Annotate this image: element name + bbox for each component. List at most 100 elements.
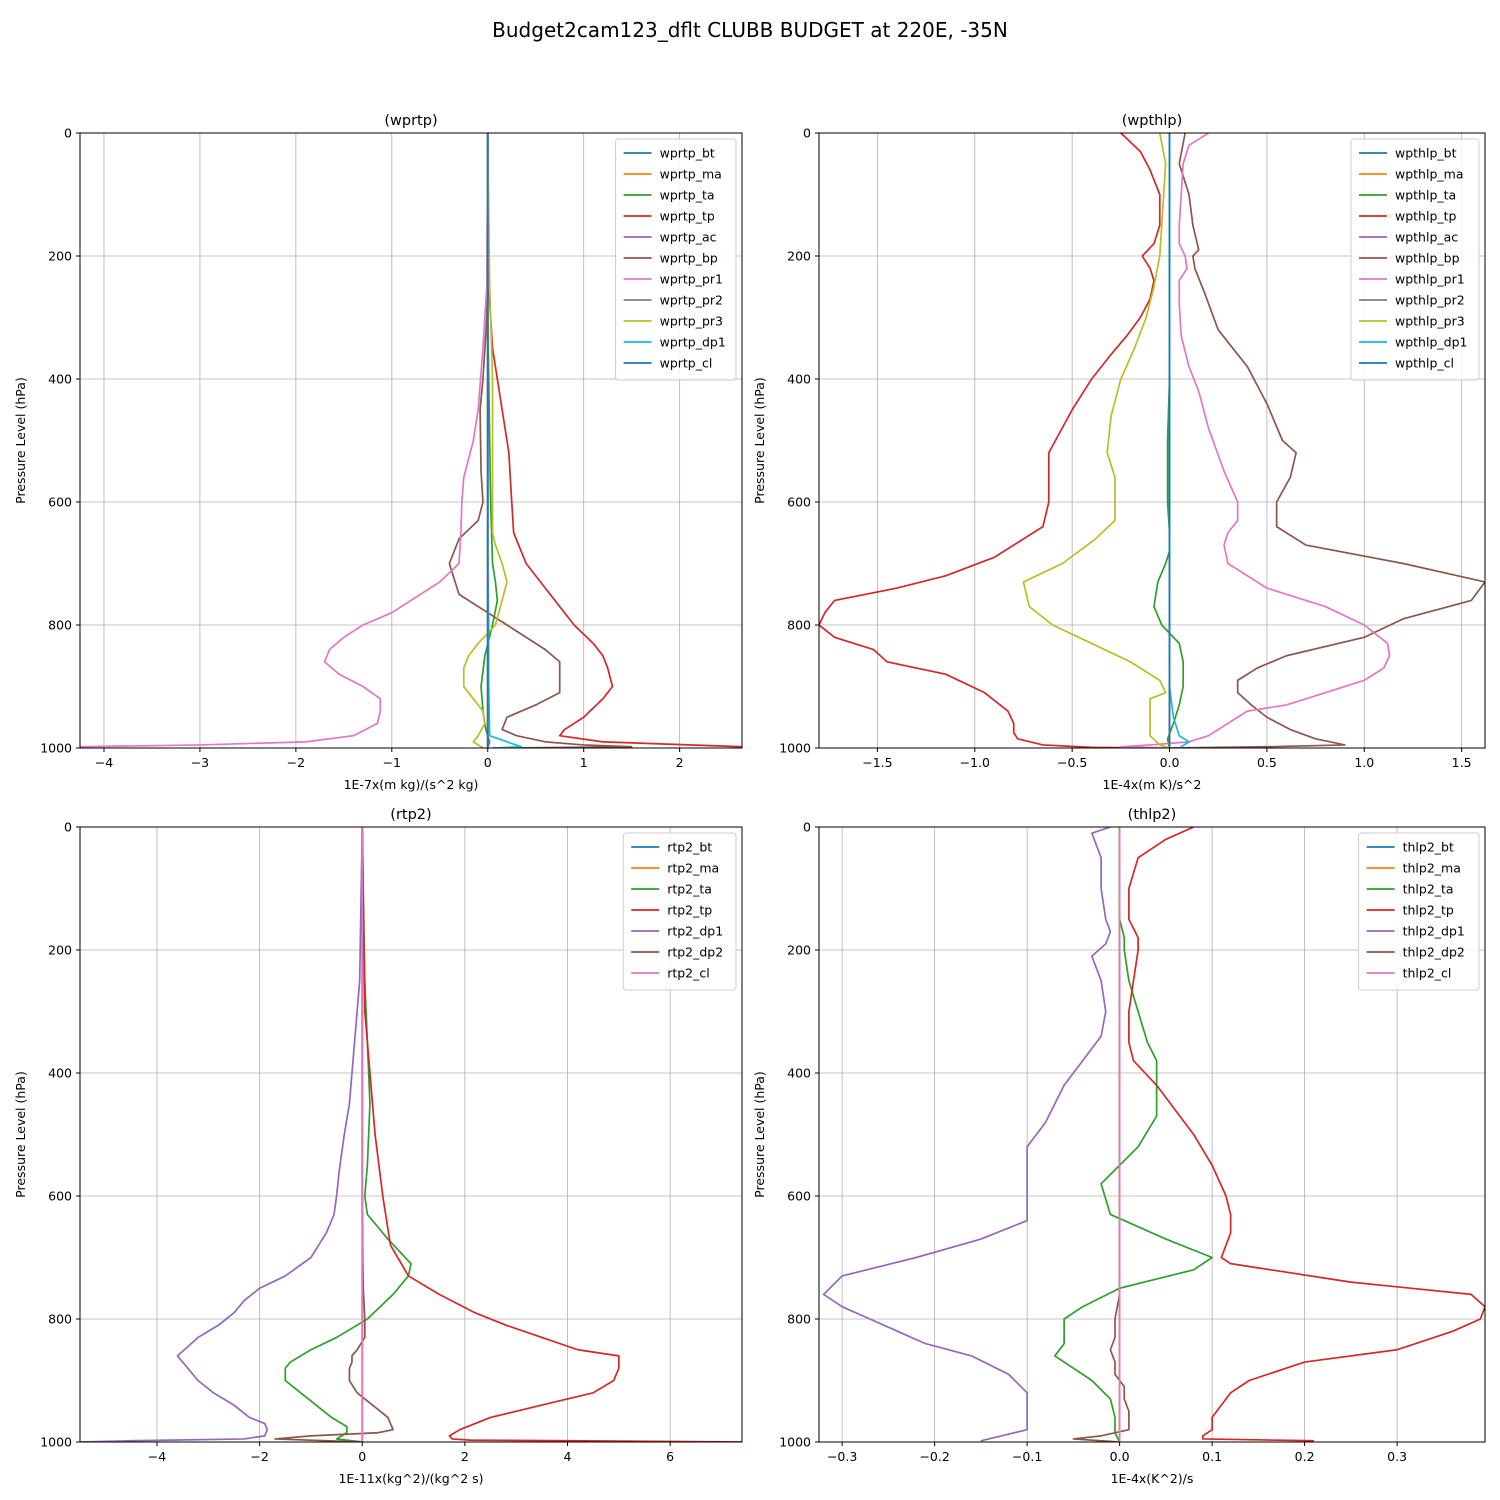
y-tick-label: 200: [787, 249, 811, 264]
series-group: [822, 827, 1485, 1442]
series-line-wprtp_pr3: [462, 133, 508, 748]
x-tick-label: 4: [564, 1449, 572, 1464]
series-line-rtp2_ta: [284, 827, 412, 1442]
legend-label: wpthlp_ac: [1395, 230, 1458, 245]
x-tick-label: 1.5: [1452, 755, 1472, 770]
legend-label: wpthlp_dp1: [1395, 335, 1467, 350]
y-axis-label: Pressure Level (hPa): [752, 377, 767, 504]
x-tick-label: 2: [461, 1449, 469, 1464]
x-tick-label: −0.2: [919, 1449, 949, 1464]
series-line-wpthlp_pr3: [1022, 133, 1170, 748]
x-tick-label: −2: [250, 1449, 268, 1464]
series-line-thlp2_dp1: [822, 827, 1112, 1442]
legend-label: wprtp_ac: [660, 230, 717, 245]
legend-label: wprtp_bp: [660, 251, 718, 266]
x-tick-label: 0.5: [1257, 755, 1277, 770]
legend-label: rtp2_ma: [667, 861, 719, 876]
x-tick-label: −1.0: [960, 755, 990, 770]
legend: wpthlp_bt wpthlp_ma wpthlp_ta wpthlp_tpwpth…: [1350, 138, 1480, 381]
x-tick-label: 1.0: [1354, 755, 1374, 770]
y-tick-label: 800: [787, 618, 811, 633]
legend-label: wprtp_tp: [660, 209, 715, 224]
axes-frame: [818, 826, 1486, 1443]
subplot-title: (thlp2): [1128, 807, 1177, 823]
series-line-thlp2_tp: [1128, 827, 1485, 1442]
y-tick-label: 800: [48, 618, 72, 633]
y-tick-label: 600: [787, 1189, 811, 1204]
x-tick-label: 0.1: [1202, 1449, 1222, 1464]
series-line-wpthlp_pr1: [1119, 133, 1391, 748]
x-tick-label: −0.1: [1012, 1449, 1042, 1464]
legend-label: thlp2_cl: [1403, 966, 1452, 981]
y-tick-label: 800: [48, 1312, 72, 1327]
legend-label: thlp2_ta: [1403, 882, 1454, 897]
legend: rtp2_bt rtp2_ma rtp2_ta rtp2_tp rtp2_dp1 rtp2…: [622, 832, 737, 991]
y-tick-label: 400: [787, 372, 811, 387]
series-line-rtp2_dp2: [274, 827, 394, 1442]
subplot-3: −4 −2 0 2 4 6 0 200 400 600 800 1000 (rtp2) 1E-11x(kg…: [13, 807, 743, 1486]
y-tick-label: 1000: [779, 1435, 811, 1450]
y-tick-label: 400: [48, 1066, 72, 1081]
legend-label: wpthlp_pr2: [1395, 293, 1465, 308]
y-tick-label: 200: [48, 943, 72, 958]
y-axis-label: Pressure Level (hPa): [752, 1071, 767, 1198]
axes-frame: [79, 826, 743, 1443]
legend-label: thlp2_ma: [1403, 861, 1461, 876]
legend-label: wpthlp_tp: [1395, 209, 1457, 224]
x-tick-label: 0: [484, 755, 492, 770]
x-tick-label: −1: [383, 755, 401, 770]
legend-label: rtp2_cl: [667, 966, 710, 981]
x-tick-label: −0.5: [1057, 755, 1087, 770]
x-tick-label: −1.5: [862, 755, 892, 770]
subplot-2: −1.5 −1.0 −0.5 0.0 0.5 1.0 1.5 0 200 400 600 800 100…: [752, 113, 1486, 792]
x-tick-label: −2: [287, 755, 305, 770]
y-tick-label: 0: [64, 820, 72, 835]
series-line-wprtp_pr1: [80, 133, 489, 748]
legend: thlp2_bt thlp2_ma thlp2_ta thlp2_tp thlp2_dp…: [1358, 832, 1480, 991]
legend-label: rtp2_dp2: [667, 945, 723, 960]
y-tick-label: 400: [787, 1066, 811, 1081]
legend-label: rtp2_bt: [667, 840, 712, 855]
y-tick-label: 600: [48, 495, 72, 510]
axes-frame: [79, 132, 743, 749]
legend-label: thlp2_dp1: [1403, 924, 1465, 939]
x-tick-label: −4: [148, 1449, 166, 1464]
legend-label: wpthlp_bp: [1395, 251, 1460, 266]
legend-label: wpthlp_ma: [1395, 167, 1463, 182]
y-tick-label: 0: [803, 126, 811, 141]
legend-label: thlp2_dp2: [1403, 945, 1465, 960]
legend-label: wpthlp_bt: [1395, 146, 1457, 161]
x-axis-label: 1E-4x(K^2)/s: [1111, 1471, 1194, 1486]
y-tick-label: 600: [48, 1189, 72, 1204]
x-tick-label: 1: [580, 755, 588, 770]
series-group: [819, 133, 1485, 748]
legend-label: wpthlp_ta: [1395, 188, 1456, 203]
series-line-wpthlp_ta: [1153, 133, 1185, 748]
legend-label: wprtp_pr1: [660, 272, 723, 287]
legend-label: thlp2_tp: [1403, 903, 1454, 918]
subplot-1: −4 −3 −2 −1 0 1 2 0 200 400 600 800 1000 (wprtp) 1E-7x…: [13, 113, 743, 792]
legend-label: thlp2_bt: [1403, 840, 1454, 855]
x-tick-label: 0: [358, 1449, 366, 1464]
subplot-4: −0.3 −0.2 −0.1 0.0 0.1 0.2 0.3 0 200 400 600 800 100…: [752, 807, 1486, 1486]
x-tick-label: 0.2: [1295, 1449, 1315, 1464]
figure-title: Budget2cam123_dflt CLUBB BUDGET at 220E,…: [492, 18, 1008, 42]
legend-label: rtp2_ta: [667, 882, 712, 897]
x-tick-label: 6: [666, 1449, 674, 1464]
series-line-rtp2_dp1: [80, 827, 364, 1442]
legend-label: wprtp_bt: [660, 146, 715, 161]
legend-box: [1350, 138, 1480, 381]
y-axis-label: Pressure Level (hPa): [13, 1071, 28, 1198]
legend-label: wpthlp_pr3: [1395, 314, 1465, 329]
series-line-wprtp_bp: [448, 133, 633, 748]
series-group: [80, 133, 742, 748]
legend-label: wprtp_pr3: [660, 314, 723, 329]
x-tick-label: 0.3: [1387, 1449, 1407, 1464]
y-tick-label: 1000: [40, 1435, 72, 1450]
subplots: −4 −3 −2 −1 0 1 202004006008001000(wprtp)1E-7x…: [13, 113, 1486, 1486]
legend-label: rtp2_tp: [667, 903, 712, 918]
y-tick-label: 1000: [779, 741, 811, 756]
series-line-thlp2_ta: [1054, 827, 1213, 1442]
y-tick-label: 600: [787, 495, 811, 510]
